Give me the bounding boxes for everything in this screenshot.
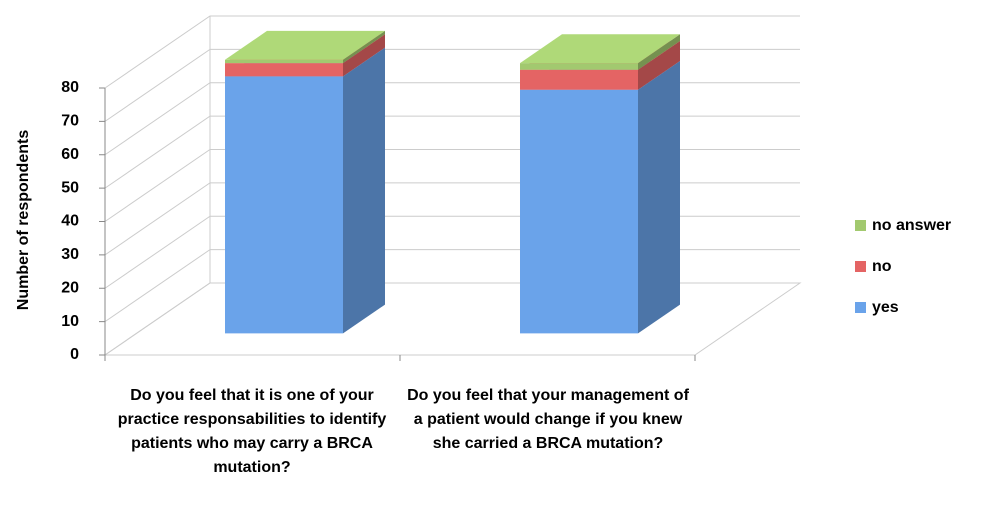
grid-line bbox=[104, 82, 800, 156]
y-tick-label: 20 bbox=[61, 279, 79, 296]
legend-label: yes bbox=[872, 299, 899, 316]
bar-front bbox=[520, 63, 638, 70]
bar-side bbox=[638, 60, 680, 334]
y-tick-label: 60 bbox=[61, 146, 79, 163]
bar-side bbox=[343, 34, 385, 77]
bar-top bbox=[520, 34, 680, 64]
legend-label: no bbox=[872, 258, 892, 275]
grid-line bbox=[104, 215, 800, 289]
bar-side bbox=[638, 34, 680, 70]
y-tick-label: 50 bbox=[61, 179, 79, 196]
grid-line bbox=[104, 282, 800, 356]
legend-swatch bbox=[855, 261, 866, 272]
y-tick-label: 0 bbox=[70, 346, 79, 363]
grid-line bbox=[104, 15, 800, 89]
floor bbox=[103, 282, 802, 356]
x-tick-label: Do you feel that your management of a pa… bbox=[407, 387, 689, 452]
bar-front bbox=[520, 89, 638, 334]
bar-front bbox=[520, 69, 638, 90]
legend-swatch bbox=[855, 220, 866, 231]
grid-line bbox=[104, 249, 800, 323]
x-tick-label: Do you feel that it is one of your pract… bbox=[117, 387, 387, 476]
grid-line bbox=[104, 48, 800, 122]
bar-side bbox=[343, 47, 385, 334]
y-tick-label: 30 bbox=[61, 246, 79, 263]
bar-front bbox=[225, 76, 343, 334]
bar-top bbox=[225, 30, 385, 60]
legend-swatch bbox=[855, 302, 866, 313]
y-tick-label: 40 bbox=[61, 213, 79, 230]
y-tick-label: 80 bbox=[61, 79, 79, 96]
legend-label: no answer bbox=[872, 217, 951, 234]
grid-line bbox=[104, 115, 800, 189]
bar-front bbox=[225, 63, 343, 77]
bar-side bbox=[638, 40, 680, 90]
grid-line bbox=[104, 149, 800, 222]
y-tick-label: 70 bbox=[61, 113, 79, 130]
bar-front bbox=[225, 59, 343, 64]
grid-line bbox=[104, 182, 800, 256]
y-tick-label: 10 bbox=[61, 313, 79, 330]
bar-side bbox=[343, 30, 385, 64]
y-axis-label: Number of respondents bbox=[15, 130, 32, 311]
